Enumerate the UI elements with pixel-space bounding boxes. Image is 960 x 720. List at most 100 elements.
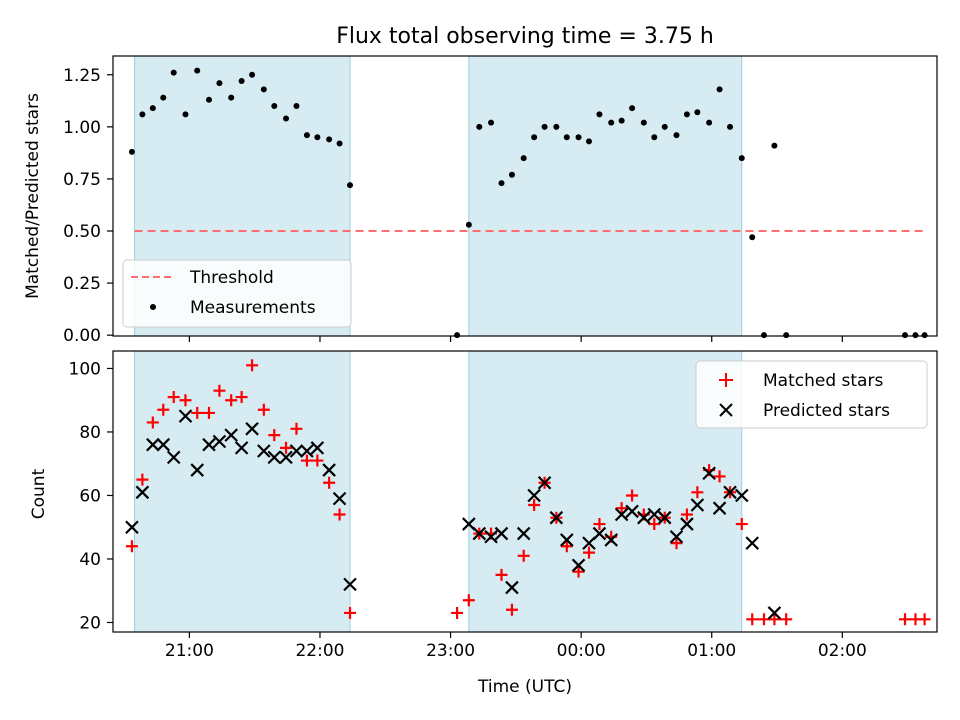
matched-star-marker — [626, 489, 639, 502]
predicted-star-marker — [224, 428, 238, 442]
x-tick-label: 23:00 — [426, 641, 475, 661]
top-y-ticks: 0.00 0.25 0.50 0.75 1.00 1.25 — [63, 66, 113, 346]
measurement-point — [476, 123, 483, 130]
matched-star-marker — [582, 546, 595, 559]
matched-star-marker — [918, 613, 931, 626]
matched-star-marker — [780, 613, 793, 626]
y-tick-label: 0.00 — [63, 326, 101, 346]
measurement-point — [488, 119, 495, 126]
bottom-matched-markers — [125, 359, 931, 626]
matched-star-marker — [257, 403, 270, 416]
top-legend: Threshold Measurements — [122, 259, 352, 328]
measurement-point — [347, 182, 354, 189]
measurement-point — [314, 134, 321, 141]
predicted-star-marker — [234, 441, 249, 455]
predicted-star-marker — [637, 510, 651, 525]
bottom-predicted-markers — [125, 409, 782, 620]
measurement-point — [694, 109, 701, 116]
matched-star-marker — [572, 565, 585, 578]
measurement-point — [596, 111, 603, 118]
matched-star-marker — [146, 416, 159, 429]
measurement-point — [454, 332, 461, 339]
legend-matched-label: Matched stars — [763, 371, 883, 391]
matched-star-marker — [323, 476, 336, 489]
predicted-star-marker — [527, 488, 541, 503]
matched-star-marker — [344, 606, 357, 619]
predicted-star-marker — [279, 450, 293, 465]
top-x-ticks — [188, 336, 843, 342]
x-axis-label: Time (UTC) — [477, 677, 572, 697]
matched-star-marker — [670, 537, 683, 550]
measurement-point — [228, 94, 235, 101]
measurement-point — [651, 134, 658, 141]
measurement-point — [608, 119, 615, 126]
matched-star-marker — [691, 486, 704, 499]
legend-predicted-swatch — [719, 403, 733, 417]
matched-star-marker — [136, 473, 149, 486]
predicted-star-marker — [690, 498, 705, 512]
matched-star-marker — [300, 454, 313, 467]
predicted-star-marker — [125, 520, 139, 534]
y-tick-label: 1.25 — [63, 66, 101, 86]
legend-measurements-label: Measurements — [190, 298, 316, 318]
predicted-star-marker — [472, 526, 487, 541]
measurement-point — [640, 119, 647, 126]
matched-star-marker — [179, 394, 192, 407]
x-tick-label: 00:00 — [557, 641, 606, 661]
predicted-star-marker — [267, 450, 282, 465]
predicted-star-marker — [669, 529, 684, 544]
bottom-y-ticks: 20 40 60 80 100 — [69, 359, 113, 633]
measurement-point — [738, 155, 745, 162]
y-tick-label: 40 — [79, 550, 101, 570]
predicted-star-marker — [202, 437, 216, 452]
bottom-legend-box — [695, 360, 928, 429]
measurement-point — [260, 86, 267, 93]
matched-star-marker — [560, 540, 573, 553]
top-plot-frame — [112, 55, 938, 337]
predicted-star-marker — [680, 517, 694, 531]
predicted-star-marker — [592, 526, 607, 541]
legend-predicted-label: Predicted stars — [763, 401, 890, 421]
measurement-point — [160, 94, 167, 101]
matched-star-marker — [268, 429, 281, 442]
matched-star-marker — [528, 498, 541, 511]
measurement-point — [563, 134, 570, 141]
matched-star-marker — [157, 403, 170, 416]
matched-star-marker — [517, 549, 530, 562]
predicted-star-marker — [178, 409, 193, 423]
measurement-point — [293, 103, 300, 109]
measurement-point — [170, 69, 177, 76]
measurement-point — [921, 332, 928, 339]
matched-star-marker — [713, 470, 726, 483]
measurement-point — [205, 96, 212, 103]
top-shaded-regions — [134, 55, 743, 337]
y-tick-label: 1.00 — [63, 118, 101, 138]
predicted-star-marker — [332, 491, 347, 506]
measurement-point — [902, 332, 909, 339]
matched-star-marker — [290, 422, 303, 435]
predicted-star-marker — [712, 501, 727, 515]
bottom-legend: Matched stars Predicted stars — [695, 360, 928, 429]
matched-star-marker — [451, 606, 464, 619]
bottom-y-axis-label: Count — [29, 468, 49, 519]
matched-star-marker — [235, 391, 248, 404]
measurement-point — [128, 148, 135, 155]
matched-star-marker — [462, 594, 475, 607]
measurement-point — [238, 78, 245, 84]
measurement-point — [749, 234, 756, 241]
measurement-point — [912, 332, 919, 339]
panel-bottom: 21:00 22:00 23:00 00:00 01:00 02:00 20 40 60 80 1… — [29, 350, 938, 697]
top-legend-box — [122, 259, 352, 328]
matched-star-marker — [213, 384, 226, 397]
measurement-point — [727, 123, 734, 130]
matched-star-marker — [125, 540, 138, 553]
predicted-star-marker — [135, 485, 150, 500]
predicted-star-marker — [625, 504, 639, 519]
measurement-point — [629, 105, 636, 112]
matched-star-marker — [495, 568, 508, 581]
y-tick-label: 0.25 — [63, 274, 101, 294]
measurement-point — [271, 103, 278, 109]
predicted-star-marker — [549, 510, 564, 525]
measurement-point — [553, 123, 560, 130]
